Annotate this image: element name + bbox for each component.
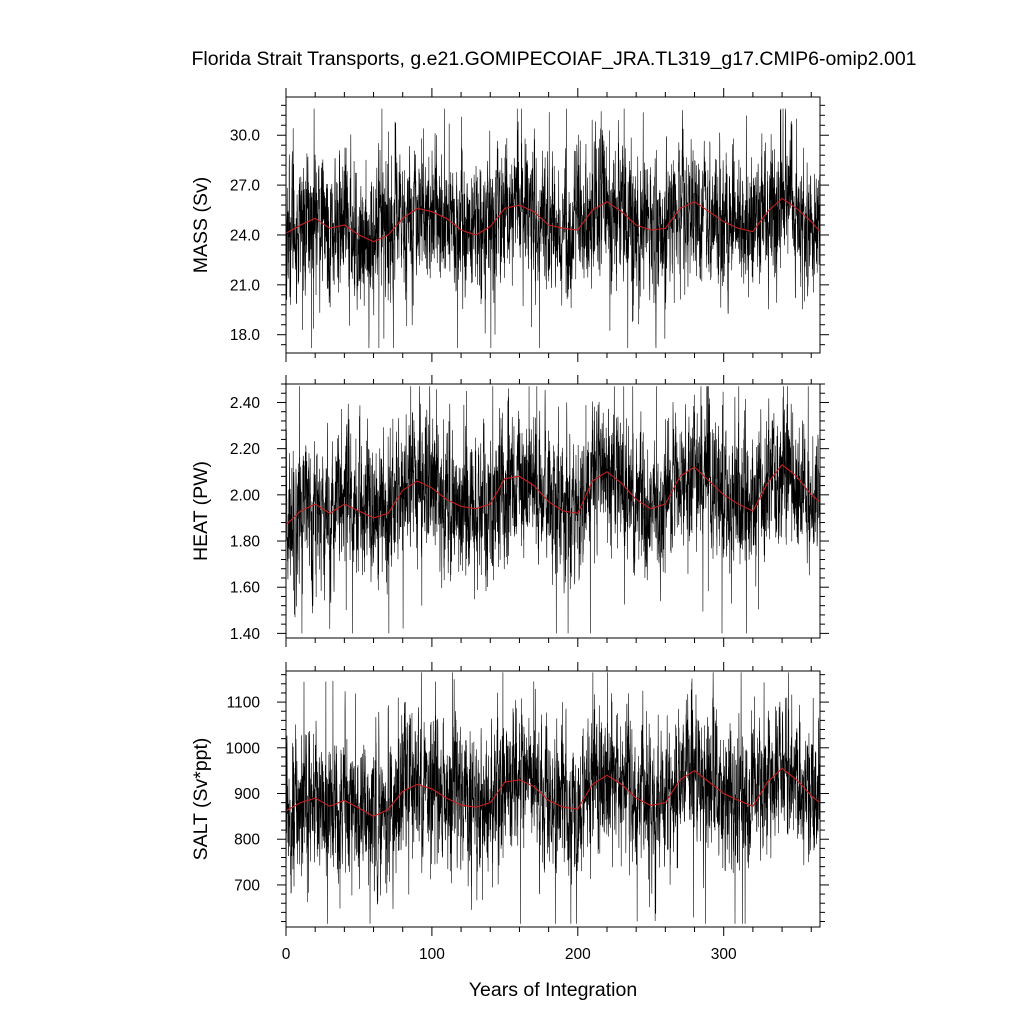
salt-y-tick-label: 1000	[226, 740, 261, 757]
heat-monthly-series-line	[286, 386, 820, 634]
mass-y-tick-label: 30.0	[230, 128, 261, 145]
heat-y-tick-label: 1.60	[230, 580, 261, 597]
mass-y-tick-label: 21.0	[230, 277, 261, 294]
heat-y-tick-label: 2.20	[230, 441, 261, 458]
mass-running-mean-line	[286, 197, 820, 243]
mass-y-tick-label: 24.0	[230, 227, 261, 244]
x-axis-label: Years of Integration	[469, 979, 637, 1001]
mass-y-axis-label: MASS (Sv)	[190, 177, 212, 273]
salt-y-tick-label: 1100	[227, 695, 261, 712]
salt-running-mean-line	[286, 767, 820, 817]
heat-y-axis-label: HEAT (PW)	[190, 461, 212, 561]
mass-y-tick-label: 27.0	[230, 178, 261, 195]
heat-y-tick-label: 1.80	[230, 534, 261, 551]
mass-monthly-series-line	[286, 108, 820, 349]
salt-y-tick-label: 900	[234, 786, 260, 803]
salt-x-tick-label: 200	[565, 946, 591, 963]
heat-y-tick-label: 2.00	[230, 487, 261, 504]
salt-panel: 700 800 900 1000 1100 0 100 200 300 SALT (Sv*ppt)…	[190, 662, 829, 1001]
salt-monthly-series-line	[286, 672, 820, 924]
mass-y-tick-label: 18.0	[230, 327, 261, 344]
panels-group: 18.0 21.0 24.0 27.0 30.0 MASS (Sv) 1.40 1.60 1.8…	[190, 88, 829, 1001]
salt-y-tick-label: 800	[234, 832, 260, 849]
mass-panel: 18.0 21.0 24.0 27.0 30.0 MASS (Sv)	[190, 88, 829, 362]
salt-x-tick-label: 300	[711, 946, 737, 963]
heat-plot-frame	[285, 383, 821, 639]
salt-x-tick-label: 0	[282, 946, 291, 963]
salt-y-axis-label: SALT (Sv*ppt)	[190, 738, 212, 861]
heat-y-tick-label: 2.40	[230, 395, 261, 412]
salt-plot-frame	[285, 670, 821, 928]
salt-y-tick-label: 700	[234, 877, 260, 894]
salt-x-tick-label: 100	[419, 946, 445, 963]
heat-panel: 1.40 1.60 1.80 2.00 2.20 2.40 HEAT (PW)	[190, 375, 829, 647]
heat-y-tick-label: 1.40	[230, 626, 261, 643]
heat-running-mean-line	[286, 464, 820, 526]
figure-title: Florida Strait Transports, g.e21.GOMIPEC…	[191, 48, 916, 70]
